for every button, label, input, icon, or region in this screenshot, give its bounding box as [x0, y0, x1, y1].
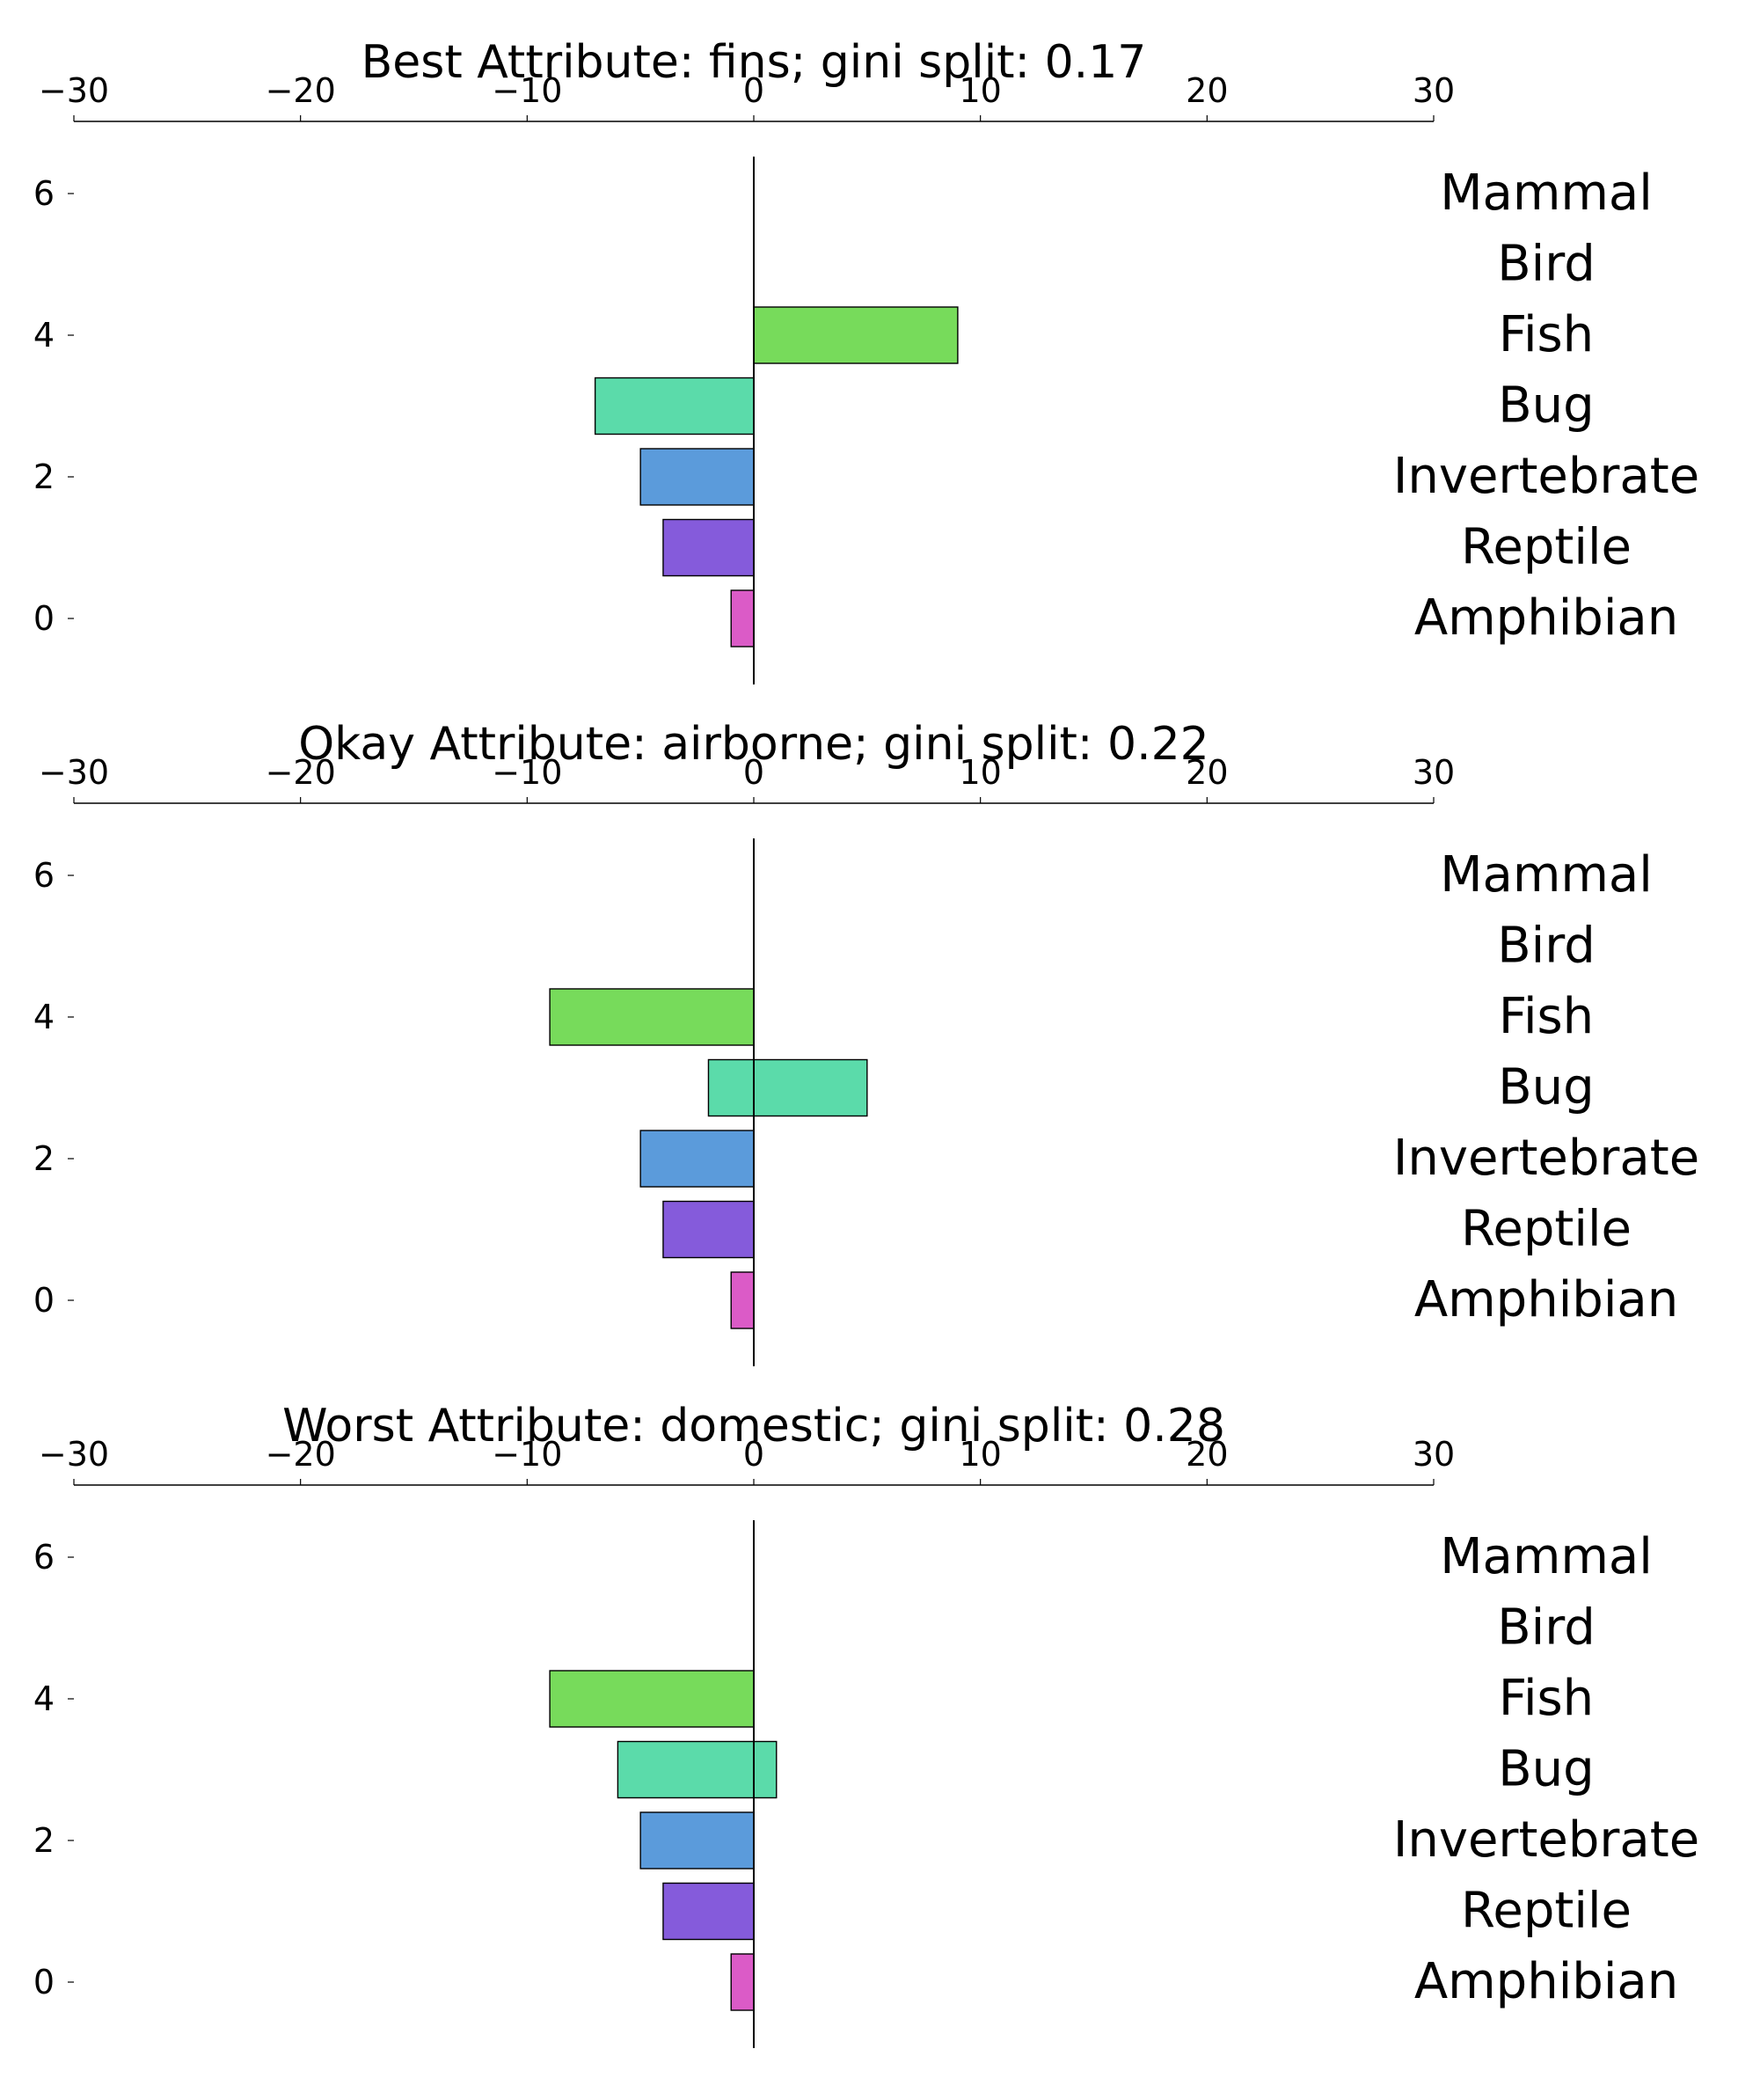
- chart-panel-1: Best Attribute: fins; gini split: 0.17 −3…: [33, 36, 1699, 684]
- category-label-invertebrate: Invertebrate: [1393, 1130, 1699, 1187]
- y-tick-label: 0: [33, 1281, 55, 1320]
- x-tick-label: 0: [743, 753, 764, 792]
- x-tick-label: 0: [743, 71, 764, 110]
- bar-fish-series-1: [549, 988, 755, 1046]
- y-tick-label: 4: [33, 1679, 55, 1718]
- category-label-reptile: Reptile: [1461, 519, 1632, 576]
- x-tick-label: −30: [39, 1435, 109, 1474]
- y-tick-label: 4: [33, 998, 55, 1036]
- x-tick-label: −10: [492, 71, 562, 110]
- x-tick-label: −20: [266, 1435, 336, 1474]
- category-label-fish: Fish: [1499, 988, 1594, 1045]
- x-tick-label: −30: [39, 71, 109, 110]
- category-label-fish: Fish: [1499, 306, 1594, 363]
- category-label-bird: Bird: [1497, 236, 1596, 293]
- chart-panel-3: Worst Attribute: domestic; gini split: 0…: [33, 1400, 1699, 2048]
- category-label-amphibian: Amphibian: [1414, 589, 1678, 647]
- category-label-reptile: Reptile: [1461, 1883, 1632, 1940]
- category-label-invertebrate: Invertebrate: [1393, 1811, 1699, 1869]
- category-label-invertebrate: Invertebrate: [1393, 448, 1699, 505]
- bar-invertebrate-series-1: [639, 1811, 755, 1870]
- y-tick-label: 2: [33, 1821, 55, 1860]
- bar-fish-series-2: [753, 306, 959, 364]
- x-tick-label: 30: [1413, 71, 1455, 110]
- x-tick-label: 30: [1413, 753, 1455, 792]
- x-tick-label: −20: [266, 71, 336, 110]
- y-tick-label: 0: [33, 1963, 55, 2001]
- chart-title: Best Attribute: fins; gini split: 0.17: [361, 36, 1147, 89]
- bar-bug-series-2: [753, 1058, 868, 1117]
- category-label-bug: Bug: [1498, 1059, 1594, 1116]
- y-tick-label: 6: [33, 856, 55, 895]
- chart-title: Worst Attribute: domestic; gini split: 0…: [282, 1400, 1225, 1452]
- y-tick-label: 6: [33, 174, 55, 213]
- category-label-reptile: Reptile: [1461, 1201, 1632, 1258]
- category-label-bird: Bird: [1497, 918, 1596, 975]
- bar-bug-series-1: [594, 377, 755, 435]
- chart-title: Okay Attribute: airborne; gini split: 0.…: [298, 718, 1209, 771]
- chart-panel-2: Okay Attribute: airborne; gini split: 0.…: [33, 718, 1699, 1366]
- category-label-bug: Bug: [1498, 1741, 1594, 1798]
- category-label-amphibian: Amphibian: [1414, 1271, 1678, 1328]
- category-label-mammal: Mammal: [1440, 1528, 1653, 1585]
- category-label-mammal: Mammal: [1440, 165, 1653, 222]
- bar-reptile-series-1: [662, 1200, 755, 1259]
- bar-reptile-series-1: [662, 1882, 755, 1941]
- x-tick-label: 10: [959, 1435, 1001, 1474]
- bar-bug-series-1: [617, 1740, 755, 1799]
- x-tick-label: −20: [266, 753, 336, 792]
- bar-invertebrate-series-1: [639, 448, 755, 506]
- y-tick-label: 4: [33, 316, 55, 355]
- bar-reptile-series-1: [662, 518, 755, 577]
- category-label-bug: Bug: [1498, 377, 1594, 435]
- y-tick-label: 2: [33, 1139, 55, 1178]
- x-tick-label: 20: [1186, 1435, 1228, 1474]
- x-tick-label: −30: [39, 753, 109, 792]
- bar-bug-series-1: [707, 1058, 755, 1117]
- bar-amphibian-series-1: [730, 1953, 755, 2011]
- x-tick-label: 20: [1186, 753, 1228, 792]
- y-tick-label: 0: [33, 599, 55, 638]
- x-tick-label: 10: [959, 71, 1001, 110]
- bar-amphibian-series-1: [730, 1271, 755, 1329]
- bar-fish-series-1: [549, 1670, 755, 1728]
- x-tick-label: 0: [743, 1435, 764, 1474]
- category-label-fish: Fish: [1499, 1670, 1594, 1727]
- y-tick-label: 2: [33, 457, 55, 496]
- bar-bug-series-2: [753, 1740, 778, 1799]
- x-tick-label: −10: [492, 753, 562, 792]
- x-tick-label: −10: [492, 1435, 562, 1474]
- category-label-amphibian: Amphibian: [1414, 1953, 1678, 2010]
- category-label-mammal: Mammal: [1440, 846, 1653, 904]
- x-tick-label: 20: [1186, 71, 1228, 110]
- category-label-bird: Bird: [1497, 1599, 1596, 1657]
- x-tick-label: 10: [959, 753, 1001, 792]
- x-tick-label: 30: [1413, 1435, 1455, 1474]
- y-tick-label: 6: [33, 1538, 55, 1577]
- bar-invertebrate-series-1: [639, 1130, 755, 1188]
- bar-amphibian-series-1: [730, 589, 755, 648]
